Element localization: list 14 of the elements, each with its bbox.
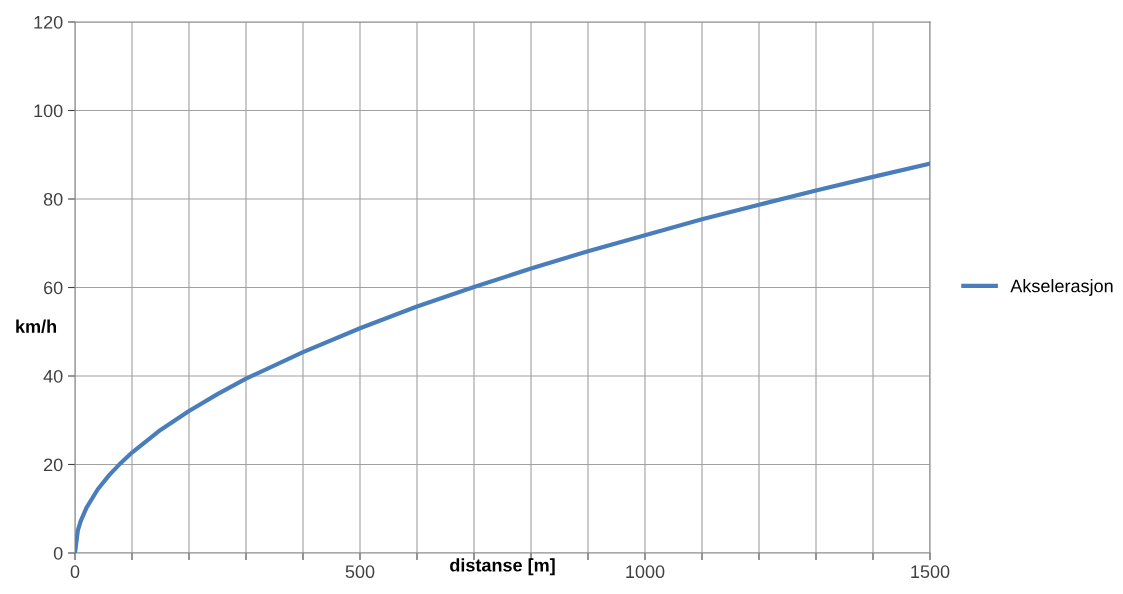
x-tick-label: 0: [70, 565, 80, 579]
x-tick-label: 1000: [626, 565, 665, 579]
y-tick-label: 0: [53, 546, 63, 560]
y-tick-label: 100: [34, 104, 63, 118]
x-axis-title: distanse [m]: [450, 558, 555, 576]
y-tick-label: 80: [43, 192, 63, 206]
y-tick-label: 40: [43, 369, 63, 383]
legend-label: Akselerasjon: [1010, 279, 1113, 296]
y-tick-label: 120: [34, 15, 63, 29]
x-tick-label: 1500: [911, 565, 950, 579]
y-tick-label: 60: [44, 281, 63, 295]
x-tick-label: 500: [345, 565, 375, 579]
y-tick-label: 20: [44, 458, 63, 472]
y-axis-title: km/h: [16, 319, 57, 334]
